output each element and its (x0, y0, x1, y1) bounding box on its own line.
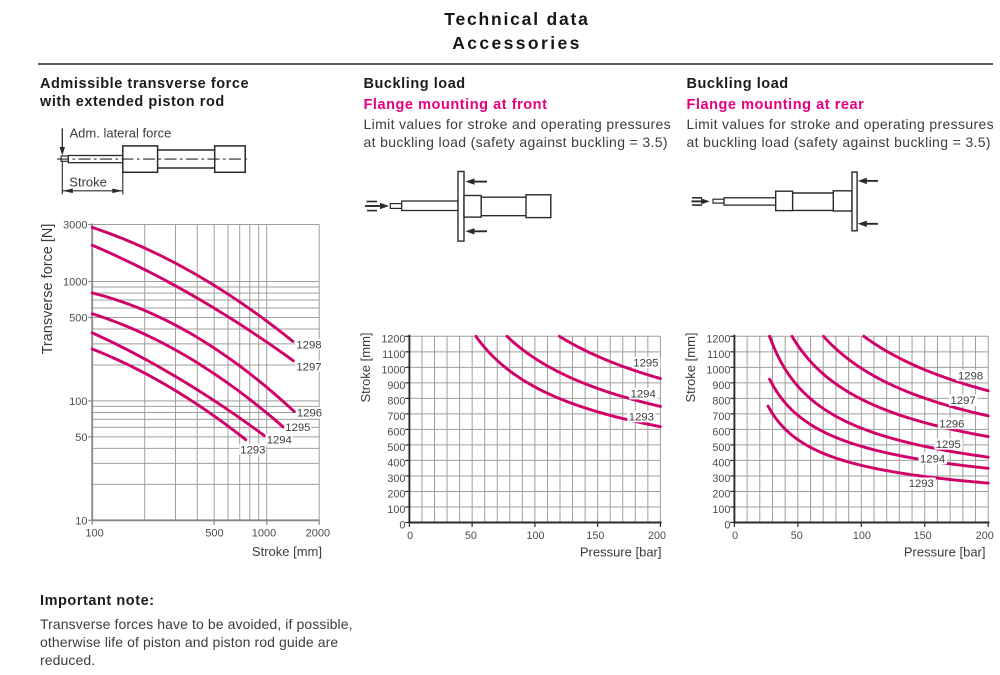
svg-text:Pressure [bar]: Pressure [bar] (580, 545, 662, 560)
svg-text:100: 100 (853, 530, 871, 542)
svg-text:0: 0 (399, 520, 405, 532)
svg-text:Adm. lateral force: Adm. lateral force (70, 126, 172, 141)
svg-text:1297: 1297 (951, 395, 976, 407)
svg-text:600: 600 (387, 427, 405, 439)
svg-text:1293: 1293 (909, 478, 934, 490)
svg-text:900: 900 (712, 380, 730, 392)
svg-text:0: 0 (407, 530, 413, 542)
svg-text:Stroke [mm]: Stroke [mm] (683, 332, 698, 402)
svg-text:100: 100 (69, 396, 87, 408)
svg-text:1100: 1100 (382, 349, 405, 361)
svg-text:100: 100 (712, 504, 730, 516)
svg-text:200: 200 (387, 489, 405, 501)
svg-text:100: 100 (526, 530, 544, 542)
svg-text:100: 100 (85, 528, 103, 540)
svg-text:100: 100 (387, 504, 405, 516)
svg-text:700: 700 (387, 411, 405, 423)
svg-text:1298: 1298 (958, 371, 983, 383)
svg-text:900: 900 (387, 380, 405, 392)
svg-text:500: 500 (387, 442, 405, 454)
svg-text:700: 700 (712, 411, 730, 423)
svg-text:1000: 1000 (381, 364, 405, 376)
svg-text:1296: 1296 (297, 408, 322, 420)
svg-text:50: 50 (465, 530, 477, 542)
svg-text:1297: 1297 (296, 361, 321, 373)
svg-text:Stroke: Stroke (69, 174, 107, 189)
svg-text:Pressure [bar]: Pressure [bar] (904, 545, 986, 560)
svg-text:200: 200 (648, 530, 666, 542)
svg-text:200: 200 (976, 530, 994, 542)
svg-text:200: 200 (712, 489, 730, 501)
svg-text:1200: 1200 (381, 333, 405, 345)
svg-text:Transverse force [N]: Transverse force [N] (40, 224, 56, 355)
svg-text:3000: 3000 (63, 220, 87, 232)
svg-text:2000: 2000 (306, 528, 330, 540)
svg-text:1294: 1294 (920, 453, 945, 465)
svg-text:300: 300 (712, 473, 730, 485)
svg-text:1200: 1200 (706, 333, 730, 345)
svg-text:500: 500 (712, 442, 730, 454)
svg-text:1000: 1000 (63, 277, 87, 289)
svg-text:10: 10 (75, 515, 87, 527)
svg-text:1293: 1293 (629, 412, 654, 424)
svg-text:0: 0 (724, 520, 730, 532)
svg-text:1295: 1295 (633, 358, 658, 370)
svg-text:1100: 1100 (707, 349, 730, 361)
svg-text:800: 800 (712, 396, 730, 408)
svg-text:50: 50 (791, 530, 803, 542)
svg-text:1298: 1298 (296, 339, 321, 351)
svg-text:500: 500 (205, 528, 223, 540)
svg-text:500: 500 (69, 312, 87, 324)
svg-text:1296: 1296 (939, 418, 964, 430)
svg-text:1295: 1295 (285, 422, 310, 434)
svg-text:150: 150 (914, 530, 932, 542)
svg-text:400: 400 (387, 458, 405, 470)
svg-text:800: 800 (387, 396, 405, 408)
svg-text:1000: 1000 (252, 528, 276, 540)
svg-text:1294: 1294 (631, 389, 656, 401)
svg-text:1293: 1293 (240, 445, 265, 457)
svg-text:1000: 1000 (706, 364, 730, 376)
svg-text:150: 150 (586, 530, 604, 542)
svg-text:300: 300 (387, 473, 405, 485)
svg-text:0: 0 (732, 530, 738, 542)
svg-text:1294: 1294 (267, 434, 292, 446)
svg-text:1295: 1295 (936, 439, 961, 451)
svg-text:600: 600 (712, 427, 730, 439)
svg-text:50: 50 (75, 432, 87, 444)
svg-text:400: 400 (712, 458, 730, 470)
svg-text:Stroke [mm]: Stroke [mm] (252, 544, 322, 559)
svg-text:Stroke [mm]: Stroke [mm] (358, 332, 373, 402)
